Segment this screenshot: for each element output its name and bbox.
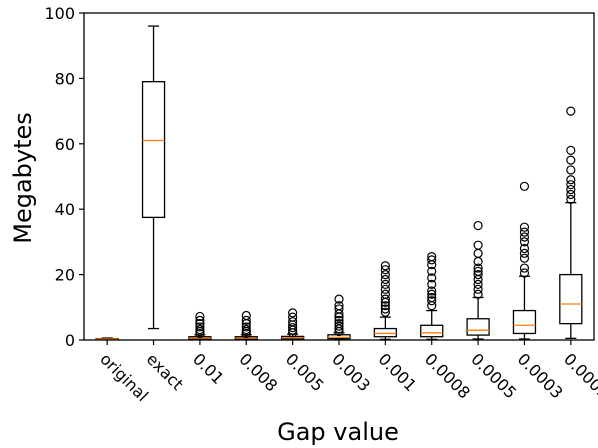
outlier-point <box>427 266 437 276</box>
box-0.0005 <box>466 220 490 340</box>
outlier-point <box>566 180 576 190</box>
box-0.003 <box>327 294 351 341</box>
outlier-point <box>566 155 576 165</box>
outlier-point <box>195 324 205 335</box>
y-tick-label: 40 <box>55 200 75 219</box>
outlier-point <box>334 319 344 329</box>
outlier-point <box>473 270 483 280</box>
outlier-point <box>519 248 530 258</box>
boxes-layer <box>95 25 583 341</box>
outlier-point <box>195 319 205 329</box>
box-0.0003 <box>512 181 537 340</box>
y-tick-label: 0 <box>65 331 75 350</box>
outlier-point <box>566 194 576 204</box>
outlier-point <box>380 261 390 271</box>
outlier-point <box>380 265 390 275</box>
box-0.001 <box>373 261 398 340</box>
outlier-point <box>473 266 483 276</box>
outlier-point <box>519 227 530 237</box>
outlier-point <box>566 175 576 185</box>
outlier-point <box>380 274 390 285</box>
outlier-point <box>334 301 344 311</box>
outlier-point <box>195 315 205 325</box>
iqr-box <box>327 334 351 340</box>
outlier-point <box>380 294 390 304</box>
outlier-point <box>334 315 344 325</box>
outlier-point <box>241 322 251 332</box>
y-tick-label: 100 <box>44 4 75 23</box>
outlier-point <box>427 286 437 296</box>
outlier-point <box>566 189 576 200</box>
outlier-point <box>241 310 251 321</box>
outlier-point <box>566 184 576 195</box>
box-0.0008 <box>420 252 444 340</box>
iqr-box <box>466 318 490 336</box>
outlier-point <box>566 145 576 155</box>
outlier-point <box>427 273 437 283</box>
outlier-point <box>519 222 530 232</box>
outlier-point <box>288 317 298 327</box>
outlier-point <box>380 304 390 314</box>
outlier-point <box>334 304 344 314</box>
outlier-point <box>241 315 251 325</box>
box-0.008 <box>234 310 258 341</box>
outlier-point <box>519 253 530 263</box>
outlier-point <box>380 289 390 299</box>
outlier-point <box>473 284 483 294</box>
y-tick-label: 60 <box>55 135 75 154</box>
outlier-point <box>519 232 530 242</box>
outlier-point <box>427 292 437 303</box>
outlier-point <box>288 322 298 333</box>
iqr-box <box>141 81 166 219</box>
outlier-point <box>380 270 390 280</box>
y-tick-label: 20 <box>55 266 75 285</box>
iqr-box <box>420 324 444 338</box>
y-tick-label: 80 <box>55 69 75 88</box>
outlier-point <box>519 268 530 278</box>
outlier-point <box>380 279 390 290</box>
outlier-point <box>473 220 483 231</box>
outlier-point <box>519 181 530 191</box>
outlier-point <box>427 296 437 306</box>
iqr-box <box>559 273 583 325</box>
outlier-point <box>473 263 483 273</box>
outlier-point <box>195 311 205 322</box>
outlier-point <box>241 324 251 335</box>
outlier-point <box>566 106 576 116</box>
outlier-point <box>334 294 344 304</box>
outlier-point <box>334 321 344 331</box>
outlier-point <box>519 263 530 273</box>
box-0.01 <box>188 311 212 341</box>
y-axis-label: Megabytes <box>9 112 37 244</box>
outlier-point <box>380 284 390 294</box>
outlier-point <box>473 279 483 290</box>
outlier-point <box>566 165 576 175</box>
outlier-point <box>427 255 437 265</box>
outlier-point <box>427 289 437 299</box>
outlier-point <box>380 301 390 311</box>
outlier-point <box>473 289 483 299</box>
outlier-point <box>519 237 530 247</box>
box-0.0001 <box>559 106 583 340</box>
outlier-point <box>380 307 390 317</box>
outlier-point <box>288 308 298 318</box>
iqr-box <box>373 327 398 338</box>
x-axis-label: Gap value <box>277 418 399 446</box>
outlier-point <box>427 252 437 262</box>
iqr-box <box>512 309 537 335</box>
outlier-point <box>519 243 530 254</box>
outlier-point <box>288 312 298 322</box>
outlier-point <box>473 240 483 250</box>
outlier-point <box>427 279 437 290</box>
box-exact <box>141 25 166 330</box>
outlier-point <box>195 322 205 332</box>
